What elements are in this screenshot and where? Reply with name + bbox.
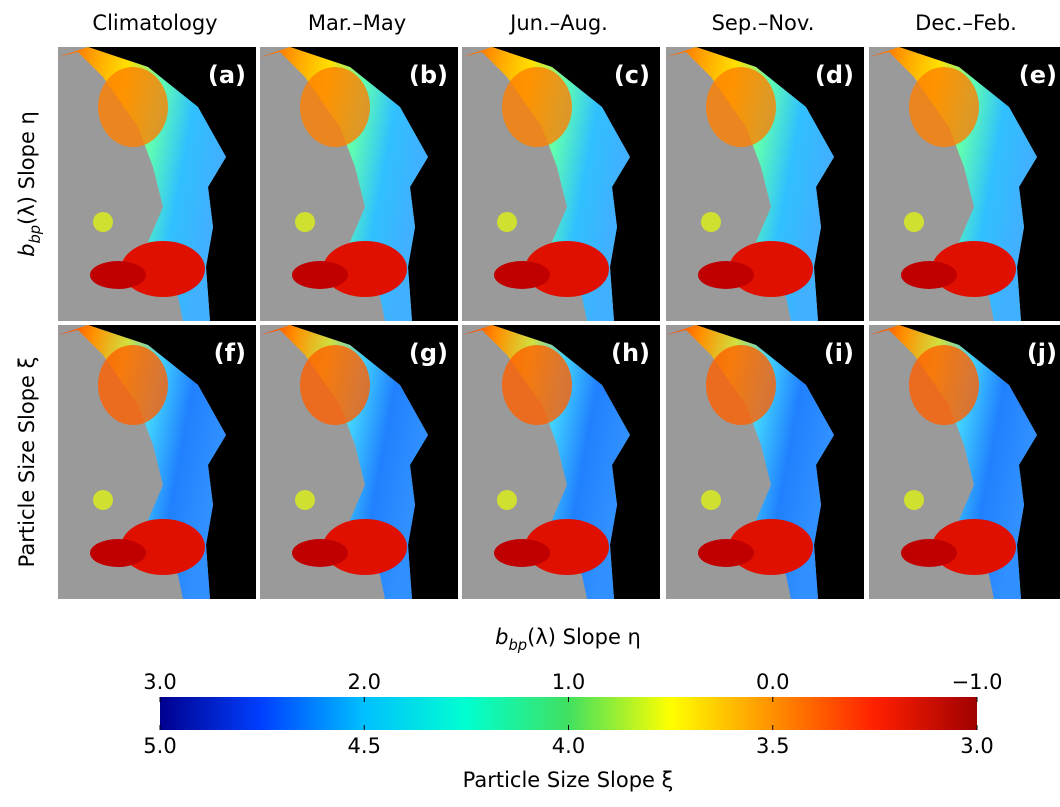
colorbar-title: bbp(λ) Slope η: [495, 625, 641, 654]
map-panel: (g): [260, 325, 458, 599]
rest: (λ) Slope η: [15, 111, 39, 225]
ocean: [899, 325, 1060, 599]
panel-label: (c): [614, 61, 650, 89]
estuary-blob: [932, 241, 1016, 297]
estuary-blob: [698, 539, 754, 567]
estuary-blob: [729, 241, 813, 297]
estuary-blob: [729, 519, 813, 575]
shelf-blob: [706, 345, 776, 425]
map-panel: (b): [260, 47, 458, 321]
estuary-blob: [932, 519, 1016, 575]
panel-label: (i): [824, 339, 854, 367]
rest: (λ) Slope η: [527, 625, 641, 649]
row-label: Particle Size Slope ξ: [15, 357, 39, 568]
shelf-blob: [909, 345, 979, 425]
ocean: [696, 325, 864, 599]
symbol: b: [495, 625, 508, 649]
tick-label: 0.0: [756, 670, 789, 694]
estuary-blob: [525, 519, 609, 575]
map-panel: (f): [58, 325, 256, 599]
ocean: [88, 325, 256, 599]
shelf-blob: [502, 67, 572, 147]
subscript: bp: [508, 637, 527, 654]
ocean: [696, 47, 864, 321]
estuary-blob: [323, 519, 407, 575]
estuary-blob: [292, 261, 348, 289]
estuary-blob: [494, 261, 550, 289]
panel-label: (j): [1027, 339, 1057, 367]
lake: [497, 212, 517, 232]
row-label: bbp(λ) Slope η: [15, 111, 44, 257]
ocean: [492, 47, 660, 321]
shelf-blob: [98, 67, 168, 147]
ocean: [492, 325, 660, 599]
column-title: Jun.–Aug.: [508, 11, 608, 35]
panel-label: (a): [208, 61, 246, 89]
colorbar-title: Particle Size Slope ξ: [463, 768, 674, 792]
map-panel: (e): [869, 47, 1060, 321]
tick-label: −1.0: [952, 670, 1003, 694]
tick-label: 5.0: [143, 734, 176, 758]
map-panel: (d): [666, 47, 864, 321]
estuary-blob: [323, 241, 407, 297]
tick-label: 3.5: [756, 734, 789, 758]
column-title: Sep.–Nov.: [712, 11, 815, 35]
ocean: [899, 47, 1060, 321]
panel-label: (b): [409, 61, 448, 89]
estuary-blob: [901, 261, 957, 289]
estuary-blob: [698, 261, 754, 289]
map-panel: (c): [462, 47, 660, 321]
colorbar: [160, 697, 977, 730]
map-panel: (a): [58, 47, 256, 321]
ocean: [290, 325, 458, 599]
lake: [93, 212, 113, 232]
lake: [701, 212, 721, 232]
shelf-blob: [502, 345, 572, 425]
tick-label: 1.0: [552, 670, 585, 694]
lake: [701, 490, 721, 510]
map-panel: (j): [869, 325, 1060, 599]
column-title: Dec.–Feb.: [915, 11, 1017, 35]
shelf-blob: [706, 67, 776, 147]
estuary-blob: [494, 539, 550, 567]
lake: [904, 490, 924, 510]
panel-label: (h): [611, 339, 650, 367]
lake: [497, 490, 517, 510]
estuary-blob: [525, 241, 609, 297]
lake: [904, 212, 924, 232]
estuary-blob: [121, 519, 205, 575]
lake: [93, 490, 113, 510]
tick-label: 2.0: [348, 670, 381, 694]
tick-label: 3.0: [143, 670, 176, 694]
map-panel: (i): [666, 325, 864, 599]
column-title: Mar.–May: [308, 11, 406, 35]
lake: [295, 490, 315, 510]
estuary-blob: [901, 539, 957, 567]
ocean: [88, 47, 256, 321]
panel-label: (f): [214, 339, 246, 367]
shelf-blob: [98, 345, 168, 425]
estuary-blob: [90, 261, 146, 289]
panel-label: (g): [409, 339, 448, 367]
panel-label: (e): [1019, 61, 1057, 89]
tick-label: 4.5: [348, 734, 381, 758]
map-panel: (h): [462, 325, 660, 599]
estuary-blob: [90, 539, 146, 567]
symbol: b: [15, 244, 39, 257]
ocean: [290, 47, 458, 321]
estuary-blob: [292, 539, 348, 567]
subscript: bp: [27, 225, 44, 244]
column-title: Climatology: [92, 11, 217, 35]
lake: [295, 212, 315, 232]
shelf-blob: [300, 345, 370, 425]
panel-label: (d): [815, 61, 854, 89]
shelf-blob: [909, 67, 979, 147]
tick-label: 3.0: [960, 734, 993, 758]
tick-label: 4.0: [552, 734, 585, 758]
shelf-blob: [300, 67, 370, 147]
estuary-blob: [121, 241, 205, 297]
